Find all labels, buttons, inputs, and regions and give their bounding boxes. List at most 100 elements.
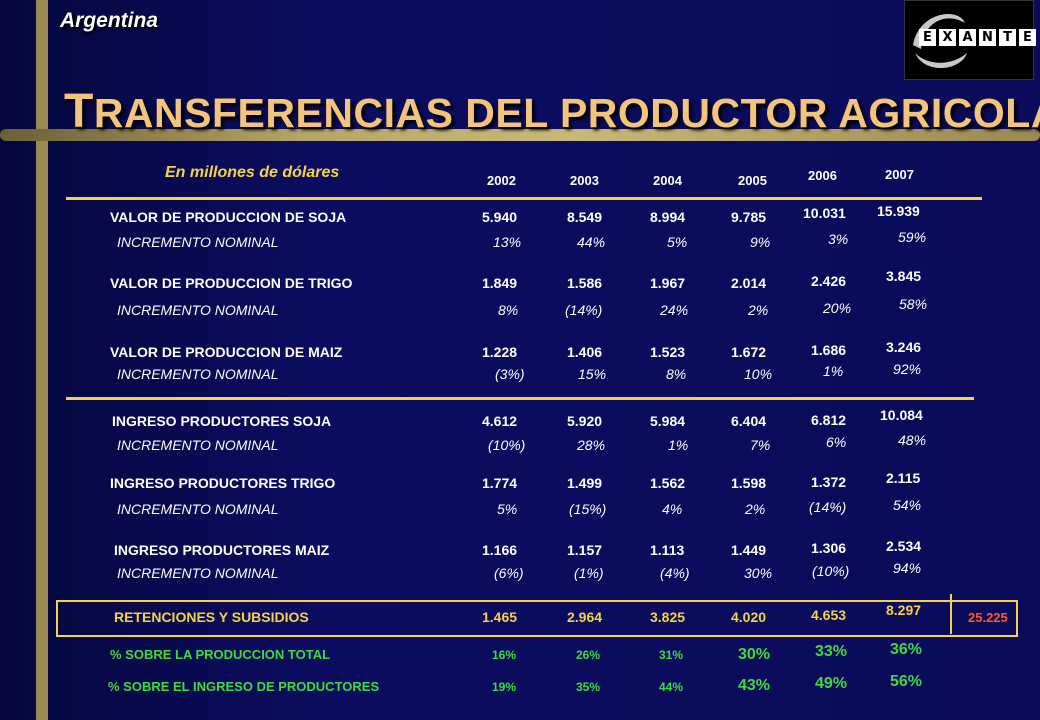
cell-value: 9.785 (731, 209, 767, 225)
cell-value: 4% (662, 501, 683, 517)
logo-swoosh-icon (913, 13, 967, 69)
cell-value: 5% (667, 234, 688, 250)
cell-value: 19% (492, 680, 517, 694)
cell-value: 8% (666, 366, 687, 382)
cell-value: 2.426 (811, 273, 847, 289)
cell-value: 30% (744, 565, 773, 581)
cell-value: 8.994 (650, 209, 686, 225)
cell-value: (10%) (488, 437, 526, 453)
cell-value: 2.115 (886, 470, 921, 486)
cell-value: 43% (738, 677, 771, 694)
row-label: INGRESO PRODUCTORES MAIZ (114, 542, 330, 558)
cell-value: 3% (828, 231, 849, 247)
year-header: 2005 (738, 173, 767, 188)
cell-value: (15%) (569, 501, 607, 517)
cell-value: 1.449 (731, 542, 767, 558)
cell-value: 6% (826, 434, 847, 450)
title-first-letter: T (64, 85, 94, 138)
cell-value: (6%) (494, 565, 524, 581)
cell-value: 56% (890, 673, 923, 690)
cell-value: 8.549 (567, 209, 603, 225)
cell-value: 1.686 (811, 342, 847, 358)
cell-value: 35% (576, 680, 601, 694)
logo-letter: A (959, 29, 976, 46)
cell-value: 28% (577, 437, 606, 453)
logo-letter: E (1019, 29, 1036, 46)
cell-value: 5% (497, 501, 518, 517)
separator-line (66, 397, 974, 400)
logo-letters: E X A N T E (919, 29, 1036, 46)
cell-value: 1.157 (567, 542, 603, 558)
cell-value: (14%) (809, 499, 847, 515)
cell-value: 58% (899, 296, 928, 312)
cell-value: 9% (750, 234, 771, 250)
cell-value: 44% (659, 680, 684, 694)
cell-value: 7% (750, 437, 771, 453)
cell-value: 5.984 (650, 413, 686, 429)
cell-value: 20% (823, 300, 852, 316)
title-underline-bar (0, 129, 1040, 141)
cell-value: (10%) (812, 563, 850, 579)
cell-value: 1% (823, 363, 844, 379)
cell-value: 2% (748, 302, 769, 318)
cell-value: 3.825 (650, 609, 686, 625)
cell-value: 59% (898, 229, 927, 245)
logo-letter: N (979, 29, 996, 46)
retenciones-total: 25.225 (968, 610, 1008, 625)
row-label: INCREMENTO NOMINAL (117, 501, 279, 517)
logo-letter: T (999, 29, 1016, 46)
cell-value: (14%) (565, 302, 603, 318)
country-label: Argentina (60, 9, 159, 32)
cell-value: 1.967 (650, 275, 686, 291)
cell-value: 1.113 (650, 542, 685, 558)
year-header: 2007 (885, 167, 914, 182)
row-label: VALOR DE PRODUCCION DE SOJA (110, 209, 347, 225)
cell-value: (1%) (574, 565, 604, 581)
cell-value: 2.534 (886, 538, 922, 554)
row-label: INCREMENTO NOMINAL (117, 366, 279, 382)
cell-value: 1.523 (650, 344, 686, 360)
logo-letter: E (919, 29, 936, 46)
row-label: VALOR DE PRODUCCION DE TRIGO (110, 275, 353, 291)
cell-value: 1.306 (811, 540, 847, 556)
retenciones-highlight-box (56, 600, 1018, 637)
cell-value: 3.246 (886, 339, 922, 355)
row-label: % SOBRE EL INGRESO DE PRODUCTORES (108, 679, 380, 694)
row-label: INCREMENTO NOMINAL (117, 565, 279, 581)
row-label: RETENCIONES Y SUBSIDIOS (114, 609, 309, 625)
cell-value: 1.228 (482, 344, 518, 360)
cell-value: 30% (738, 646, 771, 663)
cell-value: 4.020 (731, 609, 767, 625)
row-label: % SOBRE LA PRODUCCION TOTAL (110, 647, 331, 662)
cell-value: 15% (578, 366, 607, 382)
cell-value: 48% (898, 432, 927, 448)
cell-value: 4.653 (811, 607, 847, 623)
cell-value: (3%) (495, 366, 525, 382)
cell-value: 10% (744, 366, 773, 382)
cell-value: (4%) (660, 565, 690, 581)
cell-value: 36% (890, 641, 923, 658)
cell-value: 24% (660, 302, 689, 318)
row-label: INGRESO PRODUCTORES TRIGO (110, 475, 336, 491)
exante-logo: E X A N T E (904, 0, 1036, 80)
cell-value: 1.465 (482, 609, 518, 625)
cell-value: 94% (893, 560, 922, 576)
cell-value: 1.166 (482, 542, 518, 558)
cell-value: 1.406 (567, 344, 603, 360)
cell-value: 1.849 (482, 275, 518, 291)
cell-value: 10.031 (803, 205, 846, 221)
cell-value: 1.598 (731, 475, 767, 491)
cell-value: 5.940 (482, 209, 518, 225)
cell-value: 2.964 (567, 609, 603, 625)
cell-value: 44% (577, 234, 606, 250)
row-label: VALOR DE PRODUCCION DE MAIZ (110, 344, 343, 360)
year-header: 2002 (487, 173, 516, 188)
cell-value: 1% (668, 437, 689, 453)
cell-value: 1.499 (567, 475, 603, 491)
row-label: INGRESO PRODUCTORES SOJA (112, 413, 332, 429)
left-decorative-bar (36, 0, 48, 720)
cell-value: 1.774 (482, 475, 518, 491)
cell-value: 6.404 (731, 413, 767, 429)
cell-value: 16% (492, 648, 517, 662)
